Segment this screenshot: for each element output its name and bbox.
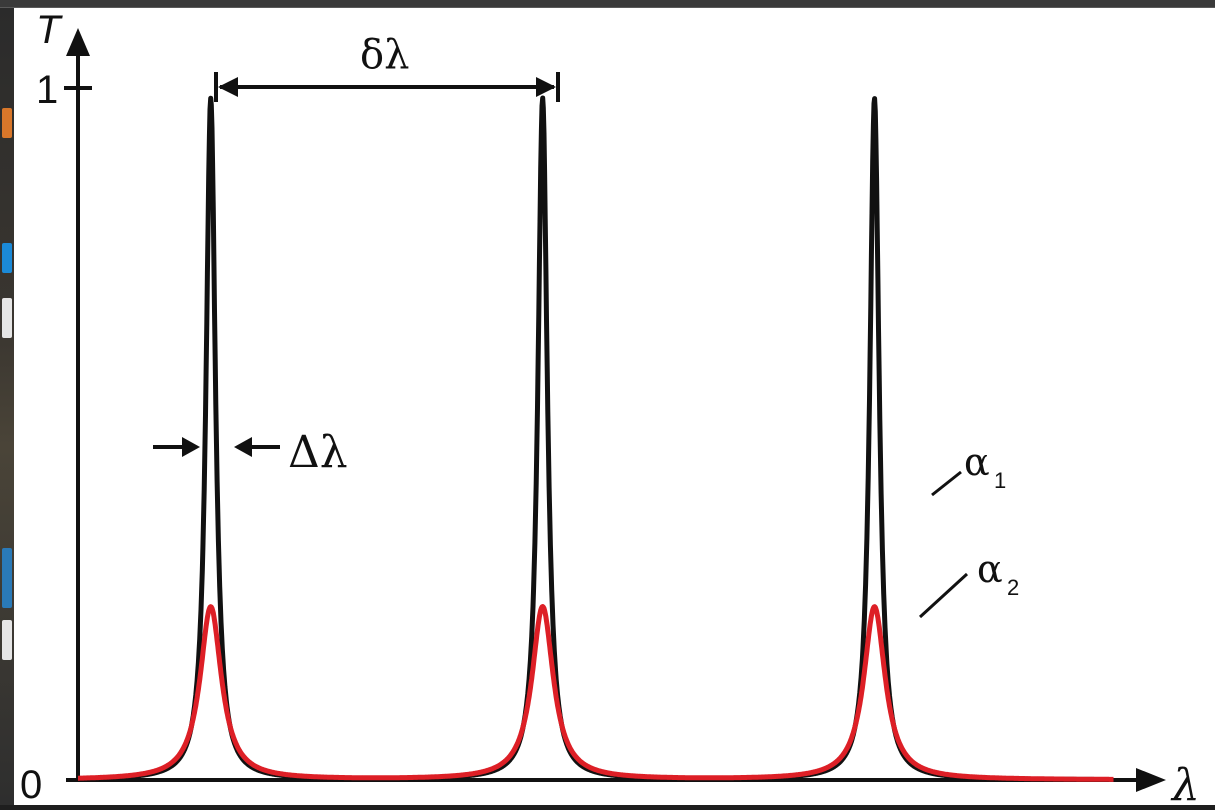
x-axis-arrow [1136,768,1166,792]
alpha2-subscript: 2 [1007,575,1019,600]
transmission-chart: 1 0 T λ δλ Δλ α 1 α 2 [20,8,1200,810]
series-alpha2-line [76,604,1116,782]
alpha2-symbol: α [977,547,1003,591]
y-axis-arrow [66,28,90,56]
white-marker-2 [2,620,12,660]
period-label: δλ [360,32,409,78]
y-tick-label-0: 0 [20,763,42,805]
alpha1-symbol: α [964,440,990,484]
series-alpha1-line [76,95,1116,782]
orange-marker [2,108,12,138]
alpha1-subscript: 1 [994,468,1006,493]
blue-marker [2,243,12,273]
y-tick-label-1: 1 [36,68,58,112]
width-arrow-right-head [234,437,252,457]
width-arrow-left-head [182,437,200,457]
side-panel-strip [0,8,14,805]
period-arrow-left [218,77,238,97]
alpha2-leader [918,572,969,619]
x-axis-label: λ [1170,760,1200,805]
white-marker [2,298,12,338]
alpha1-leader [931,470,962,497]
width-label: Δλ [288,427,348,478]
y-axis-label: T [36,8,63,52]
period-arrow-right [536,77,556,97]
blue-marker-2 [2,548,12,608]
chart-canvas: 1 0 T λ δλ Δλ α 1 α 2 [14,8,1215,810]
window-top-bar [0,0,1215,8]
